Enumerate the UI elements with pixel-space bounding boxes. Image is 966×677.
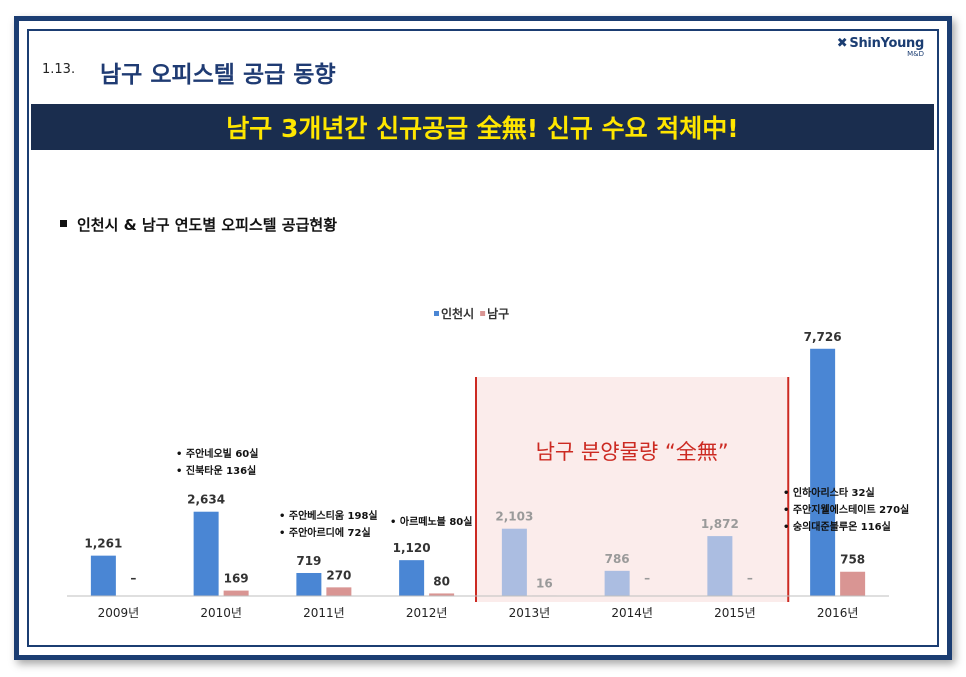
legend-swatch-0	[434, 311, 439, 316]
data-label-namgu-2009년: –	[130, 571, 136, 585]
legend-label-0: 인천시	[441, 306, 474, 321]
data-label-incheon-2015년: 1,872	[701, 517, 739, 531]
bar-incheon-2011년	[296, 572, 322, 596]
data-label-namgu-2010년: 169	[224, 572, 249, 586]
data-label-namgu-2016년: 758	[840, 553, 865, 567]
legend-swatch-1	[480, 311, 486, 316]
bar-incheon-2014년	[604, 570, 630, 596]
annotation-2010년: • 주안네오빌 60실 • 진북타운 136실	[176, 446, 258, 480]
annotation-2016년: • 인하아리스타 32실 • 주안지웰에스테이트 270실 • 숭의대준블루온 11…	[783, 485, 909, 536]
company-logo: ✖ ShinYoung M&D	[836, 36, 925, 58]
legend-label-1: 남구	[487, 306, 509, 321]
x-tick-label: 2013년	[509, 606, 551, 620]
annotation-2012년: • 아르떼노블 80실	[390, 514, 472, 531]
highlight-region	[476, 377, 789, 602]
data-label-namgu-2014년: –	[644, 571, 650, 585]
annotation-line: • 주안네오빌 60실	[176, 449, 259, 460]
data-label-incheon-2009년: 1,261	[84, 537, 122, 551]
data-label-namgu-2015년: –	[747, 571, 753, 585]
logo-mark-icon: ✖	[836, 36, 848, 51]
annotation-line: • 아르떼노블 80실	[390, 517, 473, 528]
chart-subheading-text: 인천시 & 남구 연도별 오피스텔 공급현황	[77, 216, 337, 234]
x-tick-label: 2011년	[303, 606, 345, 620]
x-tick-label: 2014년	[611, 606, 653, 620]
chart-subheading: 인천시 & 남구 연도별 오피스텔 공급현황	[60, 214, 337, 235]
x-tick-label: 2012년	[406, 606, 448, 620]
bar-incheon-2015년	[707, 536, 733, 596]
x-tick-label: 2010년	[200, 606, 242, 620]
data-label-namgu-2013년: 16	[536, 576, 553, 590]
annotation-line: • 주안지웰에스테이트 270실	[783, 505, 910, 516]
bar-namgu-2016년	[840, 571, 866, 596]
data-label-incheon-2012년: 1,120	[393, 541, 431, 555]
data-label-incheon-2013년: 2,103	[495, 510, 533, 524]
annotation-line: • 진북타운 136실	[176, 466, 257, 477]
x-tick-label: 2009년	[98, 606, 140, 620]
bar-incheon-2013년	[501, 528, 527, 596]
annotation-2011년: • 주안베스티움 198실 • 주안아르디에 72실	[279, 508, 378, 542]
bar-incheon-2016년	[810, 348, 836, 596]
data-label-incheon-2014년: 786	[605, 552, 630, 566]
bar-namgu-2011년	[326, 587, 352, 596]
annotation-line: • 숭의대준블루온 116실	[783, 522, 891, 533]
bar-incheon-2010년	[193, 511, 219, 596]
highlight-label: 남구 분양물량 “全無”	[536, 440, 729, 464]
data-label-incheon-2016년: 7,726	[804, 330, 842, 344]
logo-sub: M&D	[907, 50, 924, 58]
logo-text: ShinYoung	[849, 36, 924, 51]
bar-namgu-2012년	[429, 593, 455, 596]
logo-main: ✖ ShinYoung	[836, 36, 925, 51]
section-title: 남구 오피스텔 공급 동향	[100, 62, 336, 88]
data-label-incheon-2011년: 719	[296, 554, 321, 568]
annotation-line: • 인하아리스타 32실	[783, 488, 875, 499]
data-label-namgu-2012년: 80	[433, 574, 450, 588]
x-tick-label: 2016년	[817, 606, 859, 620]
slide-inner-border	[27, 29, 939, 647]
bar-incheon-2009년	[90, 555, 116, 596]
headline-text: 남구 3개년간 신규공급 全無! 신규 수요 적체中!	[226, 114, 739, 143]
x-tick-label: 2015년	[714, 606, 756, 620]
headline-banner: 남구 3개년간 신규공급 全無! 신규 수요 적체中!	[31, 104, 934, 150]
data-label-incheon-2010년: 2,634	[187, 493, 225, 507]
bar-incheon-2012년	[399, 560, 425, 596]
data-label-namgu-2011년: 270	[326, 568, 351, 582]
annotation-line: • 주안아르디에 72실	[279, 528, 371, 539]
section-number: 1.13.	[42, 62, 76, 77]
bar-namgu-2010년	[223, 590, 249, 596]
bullet-square-icon	[60, 220, 67, 227]
annotation-line: • 주안베스티움 198실	[279, 511, 378, 522]
